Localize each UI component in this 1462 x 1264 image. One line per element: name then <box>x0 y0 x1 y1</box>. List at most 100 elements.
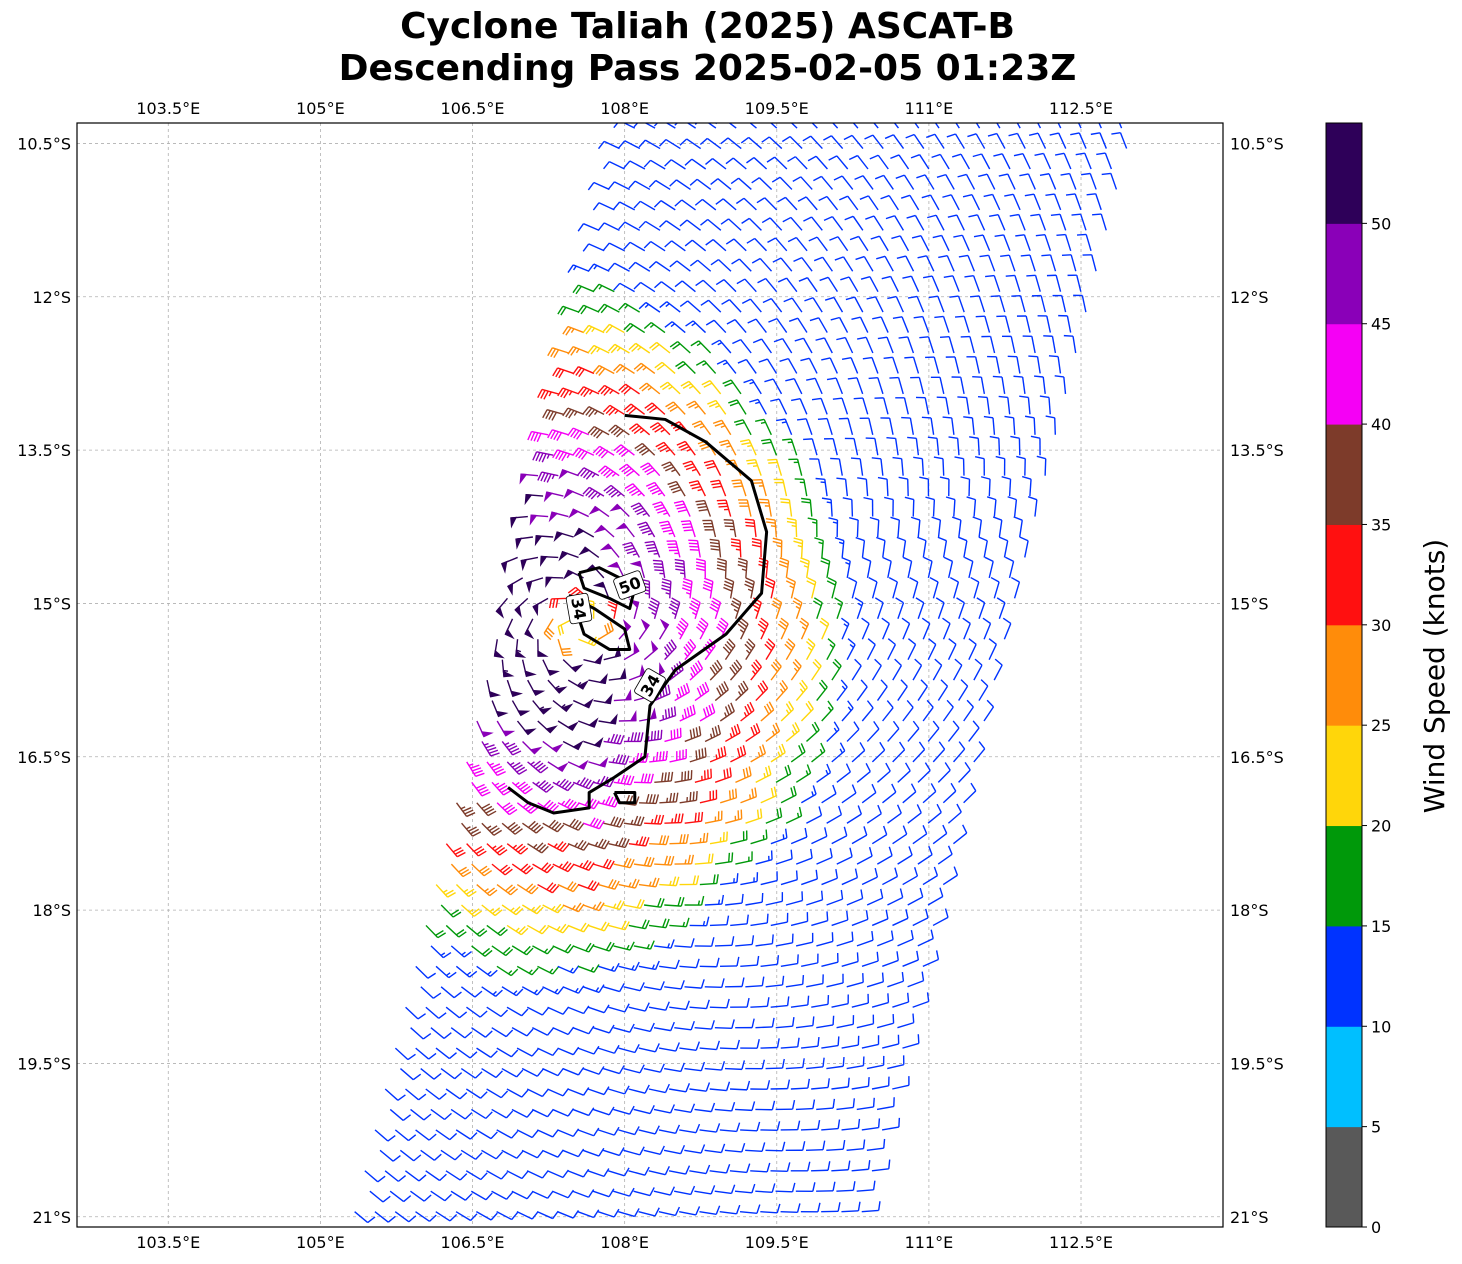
wind-barb <box>927 887 944 906</box>
wind-barb <box>852 123 859 129</box>
wind-barb <box>911 234 930 252</box>
wind-barb <box>1054 152 1072 170</box>
wind-barb <box>1061 254 1077 272</box>
wind-barb <box>410 1027 432 1040</box>
wind-barb <box>830 457 843 476</box>
wind-barb <box>978 536 988 558</box>
wind-barb <box>593 941 615 952</box>
wind-barb <box>882 783 897 804</box>
wind-barb <box>925 356 940 374</box>
wind-barb <box>491 1108 514 1119</box>
wind-barb <box>772 537 783 558</box>
wind-barb <box>524 493 544 506</box>
wind-barb <box>910 376 925 395</box>
wind-barb <box>755 1017 775 1029</box>
wind-barb <box>851 1160 871 1172</box>
colorbar-bin <box>1326 624 1362 726</box>
wind-barb <box>507 577 524 596</box>
wind-barb <box>876 536 886 558</box>
wind-barb <box>1004 193 1021 211</box>
wind-barb <box>730 914 749 927</box>
wind-barb <box>785 806 803 824</box>
wind-barb <box>592 1106 615 1116</box>
wind-barb <box>857 477 869 497</box>
wind-barb <box>919 336 935 354</box>
wind-barb <box>931 153 950 170</box>
wind-barb <box>897 929 914 947</box>
wind-barb <box>985 274 1001 292</box>
wind-barb <box>995 455 1006 476</box>
wind-barb <box>587 263 610 272</box>
wind-barb <box>781 135 803 150</box>
wind-barb <box>866 972 885 988</box>
wind-barb <box>721 299 742 313</box>
wind-barb <box>816 1181 836 1192</box>
wind-barb <box>1030 435 1041 456</box>
wind-barb <box>667 480 686 497</box>
wind-barb <box>707 399 727 415</box>
wind-barb <box>1011 576 1021 599</box>
wind-barb <box>927 214 945 231</box>
axis-ticks: 103.5°E 103.5°E 105°E 105°E 106.5°E 106.5°E 10… <box>17 99 1284 1252</box>
wind-barb <box>841 868 859 886</box>
wind-barb <box>592 202 615 211</box>
wind-barb <box>731 479 747 497</box>
wind-barb <box>537 882 560 894</box>
wind-barb <box>821 952 839 968</box>
wind-barb <box>648 179 671 191</box>
wind-barb <box>709 1164 731 1174</box>
wind-barb <box>648 1166 670 1176</box>
wind-barb <box>976 597 986 620</box>
wind-barb <box>688 597 701 619</box>
wind-barb <box>653 1104 676 1114</box>
wind-barb <box>740 136 762 150</box>
wind-barb <box>676 440 696 456</box>
wind-barb <box>860 276 879 292</box>
wind-barb <box>527 924 549 935</box>
wind-barb <box>643 1063 665 1073</box>
wind-barb <box>567 1005 590 1015</box>
wind-barb <box>887 972 905 988</box>
wind-barb <box>966 356 981 374</box>
wind-barb <box>493 639 505 659</box>
wind-barb <box>927 638 937 660</box>
wind-barb <box>841 1118 861 1131</box>
wind-barb <box>613 941 635 951</box>
wind-barb <box>637 521 656 538</box>
wind-barb <box>749 398 767 415</box>
wind-barb <box>821 700 834 722</box>
wind-barb <box>846 1139 866 1152</box>
wind-barb <box>623 641 640 661</box>
wind-barb <box>659 520 676 538</box>
wind-barb <box>768 317 788 333</box>
wind-barb <box>539 555 559 567</box>
wind-barb <box>895 174 915 190</box>
wind-barb <box>1039 173 1057 190</box>
wind-barb <box>694 198 717 211</box>
wind-barb <box>770 659 782 681</box>
wind-barb <box>983 193 1001 211</box>
wind-barb <box>770 1079 791 1090</box>
wind-barb <box>506 1170 529 1180</box>
colorbar-bin <box>1326 925 1362 1027</box>
wind-barb <box>765 1141 786 1152</box>
wind-barb <box>823 135 844 150</box>
wind-barb <box>597 1126 620 1136</box>
wind-barb <box>887 295 904 313</box>
wind-barb <box>654 361 676 374</box>
wind-barb <box>775 764 792 783</box>
wind-barb <box>654 939 675 949</box>
wind-barb <box>598 621 614 640</box>
wind-barb <box>912 825 928 845</box>
wind-barb <box>934 123 940 129</box>
wind-barb <box>506 843 529 855</box>
wind-barb <box>618 878 640 889</box>
wind-barb <box>435 1129 458 1141</box>
wind-barb <box>811 827 828 845</box>
wind-barb <box>819 276 839 293</box>
wind-barb <box>511 700 531 717</box>
wind-barb <box>901 416 915 435</box>
colorbar-bin <box>1326 223 1362 325</box>
wind-barb <box>1010 435 1021 456</box>
wind-barb <box>369 1190 391 1203</box>
